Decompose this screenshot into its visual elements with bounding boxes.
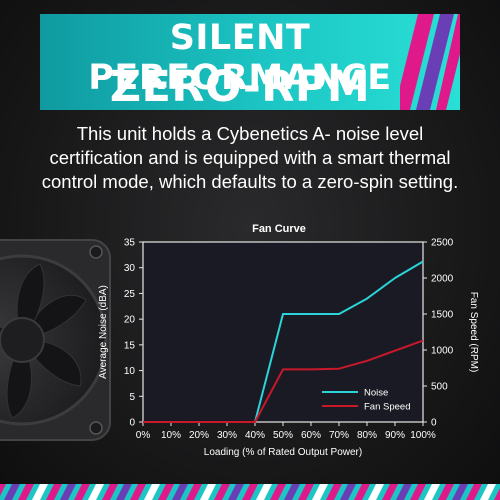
bottom-stripe [242,484,258,500]
bottom-stripe [186,484,202,500]
bottom-stripe [130,484,146,500]
y2-tick-label: 1500 [431,310,454,321]
y2-axis-label: Fan Speed (RPM) [468,292,479,373]
bottom-stripe-bar [0,484,500,500]
bottom-stripe [410,484,426,500]
bottom-stripe [74,484,90,500]
y-axis-label: Average Noise (dBA) [98,285,109,379]
y-tick-label: 5 [129,392,135,403]
fan-illustration [0,239,111,441]
bottom-stripe [172,484,188,500]
series-lines [143,260,424,423]
y2-tick-label: 2500 [431,238,454,249]
banner-title-line1: SILENT PERFORMANCE [88,18,392,98]
x-tick-label: 0% [136,430,151,441]
y-tick-label: 10 [124,366,136,377]
y-axis-ticks: 0 5 10 15 20 25 30 35 [124,238,143,429]
legend-label: Fan Speed [364,402,410,413]
bottom-stripe [158,484,174,500]
y2-tick-label: 2000 [431,274,454,285]
bottom-stripe [116,484,132,500]
bottom-stripe [214,484,230,500]
bottom-stripe [144,484,160,500]
x-tick-label: 80% [357,430,377,441]
bottom-stripe [494,488,500,500]
x-tick-label: 70% [329,430,349,441]
bottom-stripe [368,484,384,500]
fan-curve-chart: Fan Curve 0 5 10 15 20 25 30 35 0 500 1000 1500 200… [98,223,479,458]
bottom-stripe [312,484,328,500]
x-tick-label: 90% [385,430,405,441]
series-line-fan-speed [143,339,424,423]
y-tick-label: 20 [124,315,136,326]
bottom-stripe [0,484,6,496]
x-tick-label: 40% [245,430,265,441]
bottom-stripe [102,484,118,500]
bottom-stripe [4,484,20,500]
y-tick-label: 0 [129,418,135,429]
bottom-stripe [60,484,76,500]
bottom-stripe [256,484,272,500]
plot-area [142,241,424,423]
bottom-stripe [46,484,62,500]
y2-tick-label: 500 [431,382,448,393]
x-tick-label: 50% [273,430,293,441]
y2-tick-label: 0 [431,418,437,429]
bottom-stripe [382,484,398,500]
y-tick-label: 30 [124,263,136,274]
y-tick-label: 25 [124,289,136,300]
x-tick-label: 20% [189,430,209,441]
description-line2: certification and is equipped with a sma… [49,147,451,168]
bottom-stripe [466,484,482,500]
bottom-stripe [354,484,370,500]
bottom-stripe [228,484,244,500]
bottom-stripe [18,484,34,500]
bottom-stripe [396,484,412,500]
bottom-stripe [284,484,300,500]
x-tick-label: 60% [301,430,321,441]
description: This unit holds a Cybenetics A- noise le… [20,122,480,194]
bottom-stripe [32,484,48,500]
bottom-stripe [298,484,314,500]
x-tick-label: 10% [161,430,181,441]
x-axis-label: Loading (% of Rated Output Power) [204,447,362,458]
chart-legend: Noise Fan Speed [322,388,410,413]
y2-tick-label: 1000 [431,346,454,357]
bottom-stripe [340,484,356,500]
x-tick-label: 100% [410,430,436,441]
bottom-stripe [270,484,286,500]
banner-stripe-decoration [400,14,460,110]
x-tick-label: 30% [217,430,237,441]
bottom-stripe [88,484,104,500]
description-line3: control mode, which defaults to a zero-s… [41,171,459,192]
bottom-stripe [438,484,454,500]
bottom-stripe [452,484,468,500]
x-axis-ticks: 0% 10% 20% 30% 40% 50% 60% 70% 80% 90% 100% [136,422,436,441]
y-tick-label: 35 [124,238,136,249]
description-line1: This unit holds a Cybenetics A- noise le… [76,123,424,144]
bottom-stripe [424,484,440,500]
bottom-stripe [200,484,216,500]
legend-label: Noise [364,388,388,399]
y2-axis-ticks: 0 500 1000 1500 2000 2500 [423,238,454,429]
bottom-stripe [326,484,342,500]
banner-title-line2: ZERO-RPM MODE [109,62,371,110]
y-tick-label: 15 [124,340,136,351]
bottom-stripe [480,484,496,500]
chart-title: Fan Curve [252,223,306,235]
title-banner: SILENT PERFORMANCE ZERO-RPM MODE [40,14,460,110]
